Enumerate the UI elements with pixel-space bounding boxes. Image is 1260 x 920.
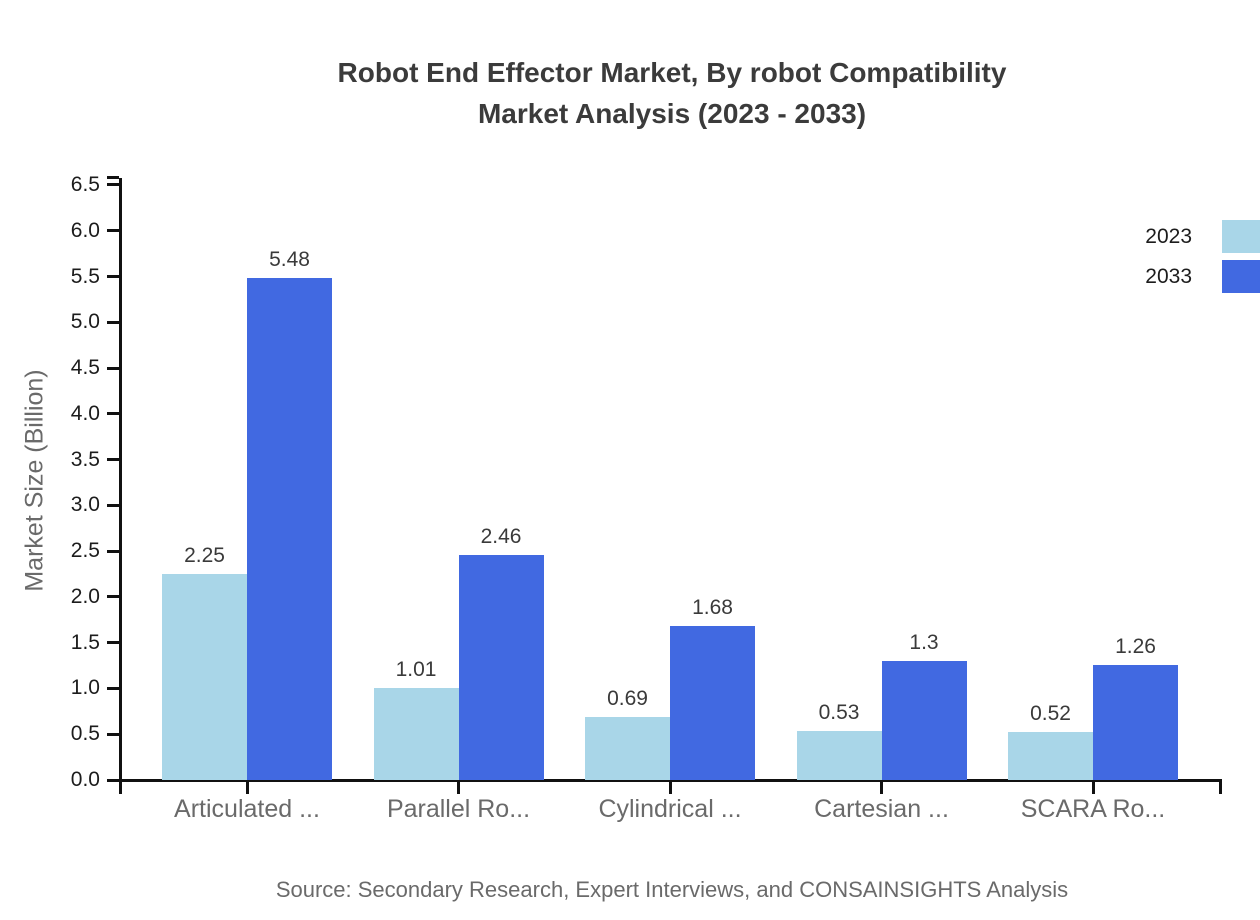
bar-value-label: 5.48 <box>269 248 310 272</box>
y-tick-mark <box>107 366 119 370</box>
chart-title-line2: Market Analysis (2023 - 2033) <box>477 98 867 129</box>
bar-2033-2 <box>670 626 755 780</box>
y-tick-mark <box>107 503 119 507</box>
y-tick-mark <box>107 183 119 187</box>
bar-value-label: 1.01 <box>395 657 437 681</box>
y-tick-mark <box>107 641 119 645</box>
y-tick-mark <box>107 595 119 599</box>
y-tick-mark <box>107 458 119 462</box>
y-tick-mark <box>107 275 119 279</box>
category-label: Articulated ... <box>174 795 320 823</box>
y-tick-mark <box>107 778 119 782</box>
y-tick-label: 0.0 <box>70 768 100 791</box>
y-tick-mark <box>107 229 119 233</box>
y-tick-label: 3.5 <box>70 447 100 471</box>
bar-2023-0 <box>162 574 247 780</box>
y-tick-label: 4.0 <box>70 401 100 425</box>
chart-title: Robot End Effector Market, By robot Comp… <box>122 52 1222 134</box>
y-axis-endcap-tick <box>107 176 119 179</box>
y-tick-mark <box>107 320 119 324</box>
chart-title-line1: Robot End Effector Market, By robot Comp… <box>337 57 1007 88</box>
x-tick-mark <box>880 782 883 794</box>
bar-2023-3 <box>796 731 882 780</box>
y-tick-label: 3.0 <box>70 493 100 517</box>
bar-2033-0 <box>247 278 332 780</box>
legend-swatch <box>1222 260 1260 293</box>
legend-swatch <box>1222 220 1260 253</box>
y-tick-mark <box>107 549 119 553</box>
bar-2023-2 <box>585 716 670 780</box>
bar-value-label: 0.53 <box>818 701 860 725</box>
bar-2033-4 <box>1093 664 1178 780</box>
source-note: Source: Secondary Research, Expert Inter… <box>275 877 1069 902</box>
category-label: SCARA Ro... <box>1020 795 1166 823</box>
x-tick-mark <box>1091 782 1095 794</box>
legend: 2023 2033 <box>1145 220 1260 293</box>
bar-value-label: 0.52 <box>1030 702 1071 726</box>
y-tick-mark <box>107 686 119 690</box>
bar-2033-3 <box>881 660 967 780</box>
bar-value-label: 0.69 <box>607 686 648 710</box>
x-tick-mark <box>457 782 460 794</box>
y-tick-label: 2.5 <box>70 539 100 563</box>
category-label: Cartesian ... <box>814 795 949 823</box>
bar-value-label: 1.3 <box>909 630 939 654</box>
category-label: Cylindrical ... <box>598 795 742 823</box>
y-tick-mark <box>107 732 119 736</box>
legend-row: 2033 <box>1145 260 1260 293</box>
y-tick-label: 1.5 <box>70 630 100 654</box>
y-tick-label: 6.5 <box>70 172 100 196</box>
y-tick-label: 0.5 <box>70 722 100 746</box>
y-tick-label: 1.0 <box>70 676 100 700</box>
bar-value-label: 2.46 <box>480 524 522 548</box>
bar-value-label: 1.26 <box>1115 634 1156 658</box>
bar-2033-1 <box>458 554 544 780</box>
x-tick-mark <box>668 782 672 794</box>
bar-2023-4 <box>1008 732 1093 780</box>
y-tick-label: 5.5 <box>70 264 100 288</box>
x-axis-left-endcap-tick <box>119 782 122 794</box>
y-tick-label: 6.0 <box>70 218 100 242</box>
y-axis-line <box>119 178 122 782</box>
legend-item-label: 2033 <box>1145 264 1192 288</box>
bar-2023-1 <box>373 687 459 780</box>
x-axis-line <box>119 779 1222 782</box>
y-tick-label: 2.0 <box>70 584 100 608</box>
x-tick-mark <box>245 782 249 794</box>
y-tick-label: 4.5 <box>70 356 100 380</box>
legend-row: 2023 <box>1145 220 1260 253</box>
legend-item-label: 2023 <box>1145 224 1192 248</box>
bar-value-label: 1.68 <box>692 596 733 620</box>
y-tick-label: 5.0 <box>70 310 100 334</box>
y-tick-mark <box>107 412 119 416</box>
x-axis-right-endcap-tick <box>1219 782 1222 794</box>
bar-value-label: 2.25 <box>184 544 225 568</box>
category-label: Parallel Ro... <box>386 795 531 823</box>
